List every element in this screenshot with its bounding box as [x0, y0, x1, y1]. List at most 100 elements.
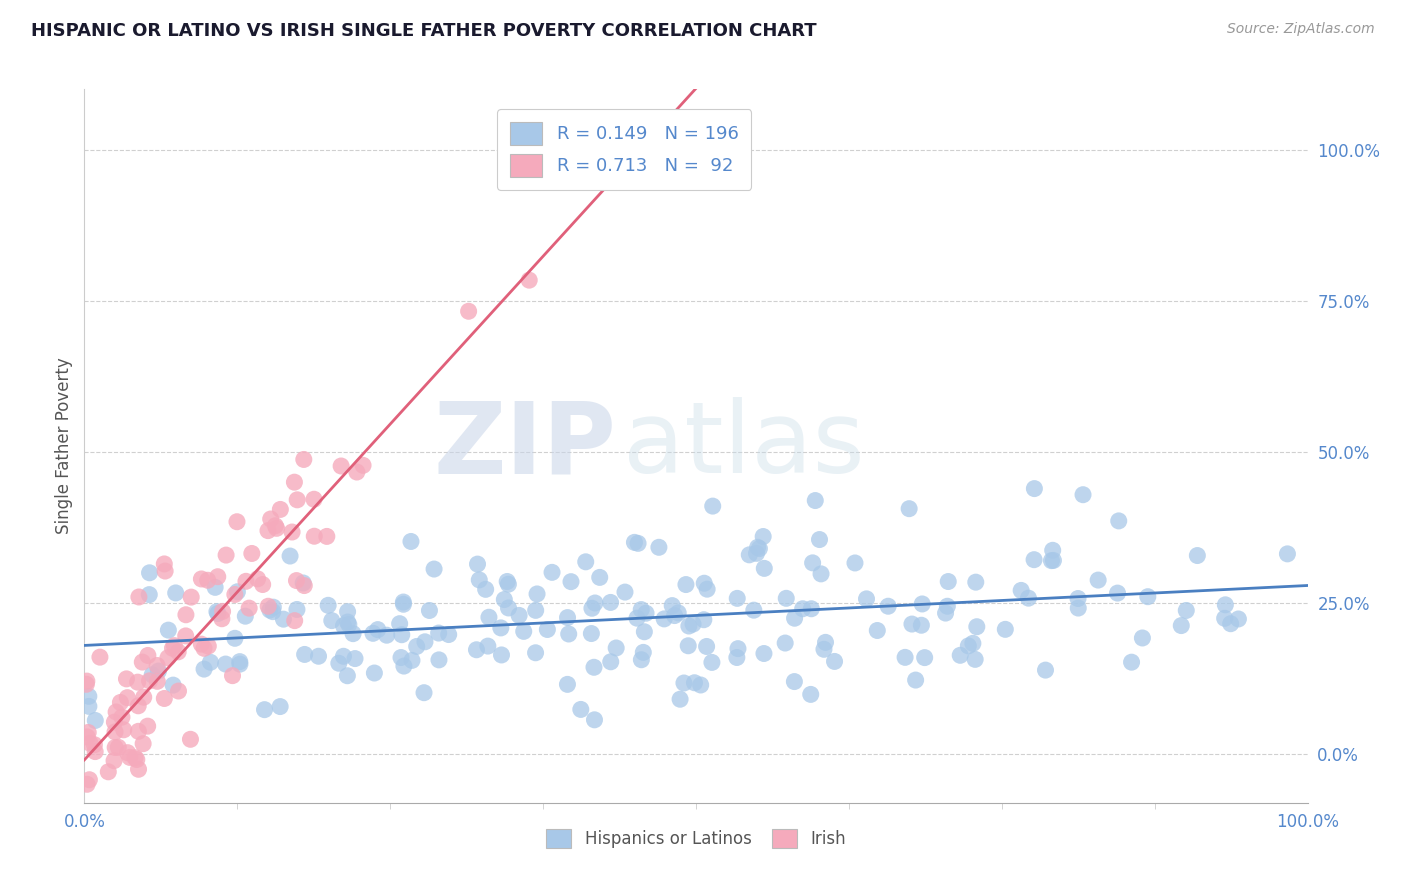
Point: [112, 723, 135, 737]
Point: [117, 746, 139, 760]
Point: [541, 566, 564, 580]
Point: [167, 645, 190, 659]
Point: [725, 591, 748, 606]
Point: [315, 529, 337, 543]
Point: [262, 605, 284, 619]
Point: [304, 529, 326, 543]
Point: [193, 662, 215, 676]
Point: [264, 518, 287, 533]
Point: [1219, 616, 1241, 631]
Point: [363, 666, 385, 681]
Point: [747, 541, 769, 555]
Point: [269, 699, 291, 714]
Point: [1213, 611, 1236, 625]
Point: [517, 273, 540, 287]
Point: [174, 607, 197, 622]
Point: [1022, 552, 1045, 566]
Point: [346, 465, 368, 479]
Point: [342, 626, 364, 640]
Text: ZIP: ZIP: [433, 398, 616, 494]
Point: [292, 452, 315, 467]
Point: [233, 609, 256, 624]
Point: [423, 562, 446, 576]
Point: [800, 687, 823, 701]
Point: [115, 808, 138, 822]
Point: [773, 636, 796, 650]
Point: [626, 611, 648, 625]
Point: [77, 690, 100, 704]
Point: [427, 653, 450, 667]
Point: [103, 754, 125, 768]
Point: [79, 772, 101, 787]
Point: [162, 678, 184, 692]
Point: [652, 612, 675, 626]
Point: [253, 703, 276, 717]
Point: [824, 655, 846, 669]
Point: [465, 642, 488, 657]
Point: [336, 669, 359, 683]
Legend: Hispanics or Latinos, Irish: Hispanics or Latinos, Irish: [540, 822, 852, 855]
Point: [76, 730, 98, 744]
Point: [302, 492, 325, 507]
Point: [283, 475, 305, 490]
Point: [179, 732, 201, 747]
Point: [512, 624, 534, 639]
Point: [211, 612, 233, 626]
Point: [413, 635, 436, 649]
Point: [76, 674, 98, 689]
Point: [575, 555, 598, 569]
Point: [207, 607, 229, 621]
Point: [675, 577, 697, 591]
Point: [399, 534, 422, 549]
Point: [146, 658, 169, 673]
Point: [477, 639, 499, 653]
Point: [200, 655, 222, 669]
Point: [696, 582, 718, 597]
Point: [664, 608, 686, 623]
Point: [76, 777, 98, 791]
Point: [294, 648, 316, 662]
Point: [157, 623, 180, 637]
Point: [1108, 514, 1130, 528]
Point: [491, 648, 513, 662]
Point: [391, 628, 413, 642]
Point: [207, 570, 229, 584]
Point: [180, 590, 202, 604]
Point: [111, 710, 134, 724]
Point: [235, 574, 257, 589]
Point: [1042, 553, 1064, 567]
Point: [1215, 598, 1237, 612]
Point: [285, 492, 308, 507]
Point: [240, 546, 263, 560]
Y-axis label: Single Father Poverty: Single Father Poverty: [55, 358, 73, 534]
Point: [1170, 618, 1192, 632]
Point: [804, 493, 827, 508]
Point: [285, 574, 308, 588]
Point: [332, 649, 354, 664]
Point: [748, 541, 770, 556]
Point: [498, 577, 520, 591]
Point: [259, 603, 281, 617]
Point: [935, 606, 957, 620]
Point: [634, 606, 657, 620]
Point: [211, 604, 233, 618]
Point: [437, 627, 460, 641]
Point: [344, 651, 367, 665]
Point: [702, 499, 724, 513]
Point: [738, 548, 761, 562]
Point: [332, 619, 354, 633]
Point: [914, 650, 936, 665]
Point: [278, 549, 301, 563]
Point: [215, 548, 238, 562]
Point: [672, 676, 695, 690]
Point: [589, 570, 612, 584]
Point: [163, 639, 186, 653]
Point: [336, 615, 359, 629]
Point: [669, 692, 692, 706]
Point: [599, 655, 621, 669]
Point: [252, 577, 274, 591]
Point: [633, 624, 655, 639]
Point: [190, 637, 212, 651]
Point: [911, 597, 934, 611]
Point: [257, 599, 280, 614]
